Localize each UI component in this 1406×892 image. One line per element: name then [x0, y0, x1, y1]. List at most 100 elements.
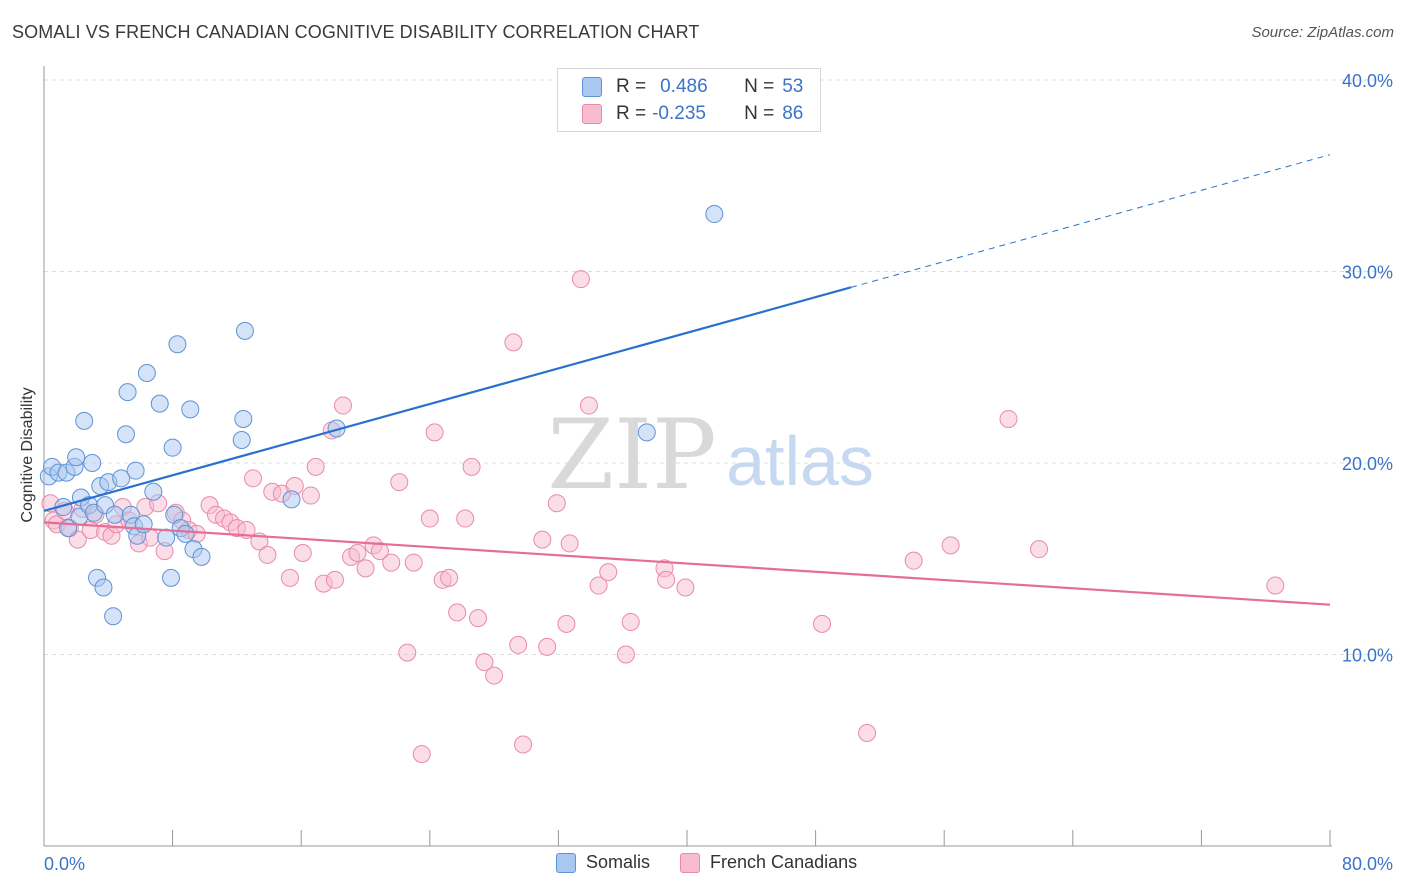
- somali-point: [118, 383, 137, 402]
- french-canadian-point: [858, 724, 877, 743]
- somali-point: [150, 394, 169, 413]
- french-canadian-point: [280, 568, 299, 587]
- somali-point: [134, 515, 153, 534]
- french-canadian-point: [533, 530, 552, 549]
- french-canadian-point: [904, 551, 923, 570]
- legend-row-french-canadians: R = -0.235 N = 86: [582, 103, 803, 125]
- y-tick-label: 20.0%: [1342, 454, 1393, 474]
- somali-point: [181, 400, 200, 419]
- somali-point: [705, 205, 724, 224]
- french-canadian-point: [293, 544, 312, 563]
- french-canadian-point: [469, 609, 488, 628]
- somali-swatch: [582, 77, 602, 97]
- french-canadian-point: [589, 576, 608, 595]
- somali-point: [116, 425, 135, 444]
- somali-point: [168, 335, 187, 354]
- legend-item-somalis[interactable]: Somalis: [556, 852, 650, 873]
- somali-point: [126, 461, 145, 480]
- watermark: ZIP atlas: [547, 399, 874, 511]
- french-canadian-point: [412, 745, 431, 764]
- french-canadian-point: [440, 568, 459, 587]
- x-tick-label: 0.0%: [44, 854, 85, 874]
- somali-point: [192, 547, 211, 566]
- french-canadian-point: [243, 469, 262, 488]
- y-tick-label: 10.0%: [1342, 646, 1393, 666]
- somali-point: [176, 524, 195, 543]
- somali-point: [161, 568, 180, 587]
- somali-trendline-extension: [850, 154, 1331, 288]
- legend-item-french-canadians[interactable]: French Canadians: [680, 852, 857, 873]
- somali-point: [67, 448, 86, 467]
- x-tick-label: 80.0%: [1342, 854, 1393, 874]
- n-value: 86: [782, 103, 804, 124]
- somali-point: [637, 423, 656, 442]
- french-canadian-point: [557, 614, 576, 633]
- n-label: N =: [744, 103, 775, 124]
- french-canadian-swatch: [582, 104, 602, 124]
- french-canadian-point: [456, 509, 475, 528]
- french-canadian-point: [325, 570, 344, 589]
- somali-point: [144, 482, 163, 501]
- french-canadian-swatch: [680, 852, 701, 873]
- somali-point: [157, 528, 176, 547]
- french-canadian-point: [547, 494, 566, 513]
- french-canadian-trendline: [43, 521, 1331, 606]
- somali-point: [163, 438, 182, 457]
- french-canadian-point: [1030, 540, 1049, 559]
- french-canadian-point: [382, 553, 401, 572]
- french-canadian-point: [504, 333, 523, 352]
- french-canadian-point: [356, 559, 375, 578]
- somali-point: [112, 469, 131, 488]
- french-canadian-point: [404, 553, 423, 572]
- somali-points: [39, 205, 724, 626]
- n-value: 53: [782, 76, 804, 97]
- somali-point: [105, 505, 124, 524]
- french-canadian-point: [560, 534, 579, 553]
- french-canadian-point: [538, 637, 557, 656]
- french-canadian-point: [485, 666, 504, 685]
- somali-point: [235, 321, 254, 340]
- gridlines: [44, 79, 1394, 655]
- french-canadian-point: [301, 486, 320, 505]
- source-credit: Source: ZipAtlas.com: [1251, 24, 1394, 41]
- french-canadian-point: [333, 396, 352, 415]
- axes: [43, 66, 1332, 847]
- somali-point: [94, 578, 113, 597]
- french-canadian-point: [306, 457, 325, 476]
- french-canadian-point: [448, 603, 467, 622]
- somali-point: [75, 411, 94, 430]
- french-canadian-point: [599, 563, 618, 582]
- somali-swatch: [556, 852, 576, 873]
- french-canadian-point: [571, 270, 590, 289]
- somali-point: [234, 409, 253, 428]
- french-canadian-point: [616, 645, 635, 664]
- r-label: R =: [616, 76, 647, 97]
- french-canadian-point: [514, 735, 533, 754]
- somali-point: [104, 607, 123, 626]
- legend-label: Somalis: [586, 852, 651, 872]
- french-canadian-point: [509, 635, 528, 654]
- french-canadian-point: [390, 473, 409, 492]
- french-canadian-point: [813, 614, 832, 633]
- french-canadian-point: [621, 612, 640, 631]
- french-canadian-point: [348, 544, 367, 563]
- somali-point: [137, 363, 156, 382]
- n-label: N =: [744, 76, 775, 97]
- trendlines: [43, 154, 1331, 606]
- french-canadian-point: [657, 570, 676, 589]
- french-canadian-point: [462, 457, 481, 476]
- french-canadian-point: [370, 542, 389, 561]
- watermark-zip: ZIP: [547, 399, 716, 511]
- correlation-legend: R = 0.486 N = 53 R = -0.235 N = 86: [557, 68, 821, 132]
- french-canadian-point: [941, 536, 960, 555]
- somali-point: [83, 454, 102, 472]
- tick-labels: 10.0% 20.0% 30.0% 40.0% 0.0% 80.0%: [44, 71, 1393, 874]
- r-label: R =: [616, 103, 647, 124]
- r-value: -0.235: [652, 103, 706, 124]
- french-canadian-point: [475, 653, 494, 672]
- somali-point: [232, 431, 251, 450]
- legend-label: French Canadians: [710, 852, 858, 872]
- french-canadian-point: [68, 530, 87, 549]
- french-canadian-point: [398, 643, 417, 662]
